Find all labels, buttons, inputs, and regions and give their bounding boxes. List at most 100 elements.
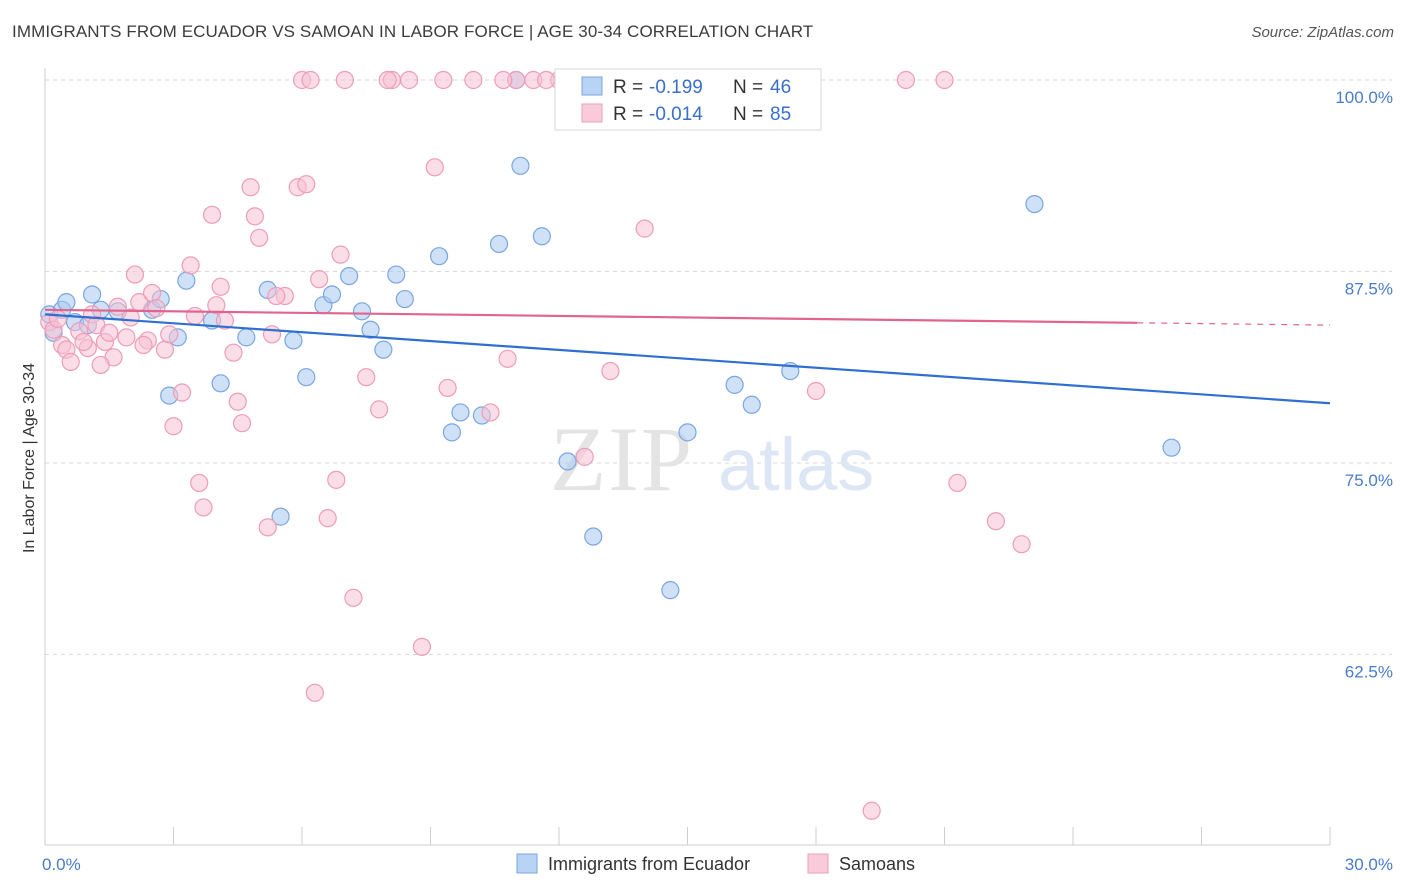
point-samoans-68 bbox=[986, 512, 1006, 531]
point-ecuador-30 bbox=[451, 403, 470, 422]
point-samoans-14 bbox=[125, 265, 145, 284]
x-tick-label-min: 0.0% bbox=[42, 855, 81, 874]
point-samoans-33 bbox=[241, 178, 260, 197]
point-samoans-67 bbox=[948, 473, 967, 493]
watermark: ZIP atlas bbox=[550, 408, 874, 510]
stats-legend-n-label-samoans: N = bbox=[733, 104, 763, 125]
y-tick-label-0: 100.0% bbox=[1335, 88, 1393, 107]
watermark-atlas: atlas bbox=[718, 423, 874, 506]
point-samoans-79 bbox=[91, 355, 110, 375]
point-samoans-25 bbox=[190, 473, 209, 493]
point-samoans-18 bbox=[147, 299, 166, 318]
point-samoans-56 bbox=[498, 349, 517, 368]
y-axis-label: In Labor Force | Age 30-34 bbox=[21, 363, 38, 553]
point-samoans-22 bbox=[172, 383, 192, 402]
stats-legend: R = -0.199 N = 46 R = -0.014 N = 85 bbox=[554, 68, 822, 131]
point-samoans-61 bbox=[601, 361, 620, 381]
point-ecuador-15 bbox=[237, 328, 256, 347]
point-samoans-34 bbox=[245, 207, 264, 226]
point-samoans-32 bbox=[232, 414, 252, 433]
point-samoans-80 bbox=[48, 309, 67, 329]
legend-swatch-samoans bbox=[807, 853, 829, 874]
point-samoans-65 bbox=[896, 70, 916, 90]
point-samoans-4 bbox=[61, 352, 80, 371]
point-ecuador-25 bbox=[374, 340, 393, 359]
point-ecuador-22 bbox=[340, 266, 359, 286]
y-tick-label-2: 75.0% bbox=[1345, 471, 1393, 490]
point-samoans-53 bbox=[438, 378, 457, 398]
point-ecuador-28 bbox=[429, 247, 449, 266]
point-samoans-20 bbox=[160, 325, 179, 344]
point-ecuador-23 bbox=[352, 302, 372, 321]
point-samoans-26 bbox=[194, 498, 213, 517]
point-samoans-77 bbox=[267, 286, 286, 306]
y-tick-label-3: 62.5% bbox=[1345, 663, 1393, 682]
point-samoans-73 bbox=[434, 70, 453, 90]
point-ecuador-27 bbox=[395, 289, 414, 309]
point-samoans-35 bbox=[250, 228, 269, 247]
point-samoans-44 bbox=[327, 470, 346, 489]
chart-title: IMMIGRANTS FROM ECUADOR VS SAMOAN IN LAB… bbox=[12, 22, 814, 41]
point-samoans-78 bbox=[301, 70, 320, 90]
point-ecuador-37 bbox=[584, 527, 603, 546]
point-samoans-63 bbox=[806, 381, 826, 401]
legend-label-ecuador: Immigrants from Ecuador bbox=[548, 854, 750, 874]
point-samoans-41 bbox=[305, 683, 324, 702]
point-samoans-17 bbox=[142, 283, 162, 303]
point-samoans-50 bbox=[399, 70, 419, 90]
point-samoans-24 bbox=[185, 306, 205, 326]
point-samoans-75 bbox=[537, 70, 556, 90]
legend-swatch-ecuador bbox=[516, 853, 538, 874]
point-samoans-51 bbox=[412, 637, 432, 656]
y-tick-labels: 100.0% 87.5% 75.0% 62.5% bbox=[1335, 88, 1393, 682]
point-samoans-40 bbox=[297, 175, 316, 194]
stats-legend-r-value-ecuador: -0.199 bbox=[649, 77, 703, 98]
point-ecuador-17 bbox=[271, 507, 290, 526]
point-samoans-71 bbox=[335, 70, 354, 90]
point-ecuador-34 bbox=[511, 156, 530, 175]
trend-line-samoans bbox=[44, 308, 1138, 324]
point-ecuador-26 bbox=[387, 265, 406, 284]
point-samoans-47 bbox=[357, 368, 376, 387]
point-samoans-55 bbox=[481, 403, 500, 422]
point-ecuador-44 bbox=[1162, 438, 1181, 457]
point-ecuador-14 bbox=[211, 374, 230, 393]
axes bbox=[44, 68, 1331, 846]
point-samoans-19 bbox=[155, 340, 175, 359]
point-samoans-74 bbox=[494, 70, 513, 90]
point-samoans-12 bbox=[117, 328, 136, 347]
point-ecuador-5 bbox=[83, 285, 102, 304]
trend-line-ecuador bbox=[44, 313, 1331, 405]
point-samoans-83 bbox=[134, 335, 153, 355]
point-ecuador-43 bbox=[1025, 194, 1044, 214]
trend-lines bbox=[44, 308, 1331, 405]
point-ecuador-36 bbox=[558, 452, 577, 471]
point-ecuador-39 bbox=[678, 423, 697, 442]
point-samoans-48 bbox=[370, 400, 389, 419]
point-ecuador-24 bbox=[361, 320, 380, 339]
point-samoans-43 bbox=[318, 509, 337, 528]
point-samoans-31 bbox=[224, 343, 243, 362]
point-samoans-72 bbox=[378, 70, 397, 90]
point-ecuador-18 bbox=[284, 331, 303, 350]
point-samoans-10 bbox=[100, 323, 119, 342]
y-tick-label-1: 87.5% bbox=[1345, 280, 1393, 299]
stats-legend-n-value-samoans: 85 bbox=[770, 104, 791, 125]
point-samoans-42 bbox=[310, 270, 329, 289]
stats-legend-r-label-samoans: R = bbox=[613, 104, 643, 125]
point-samoans-66 bbox=[935, 70, 954, 90]
stats-legend-r-value-samoans: -0.014 bbox=[649, 104, 703, 125]
point-ecuador-41 bbox=[742, 395, 761, 414]
stats-legend-swatch-samoans bbox=[581, 103, 603, 123]
x-tick-label-max: 30.0% bbox=[1345, 855, 1393, 874]
source-label: Source: ZipAtlas.com bbox=[1251, 24, 1394, 41]
point-ecuador-12 bbox=[177, 271, 196, 290]
point-samoans-54 bbox=[464, 70, 483, 90]
point-samoans-69 bbox=[1012, 535, 1031, 554]
point-ecuador-19 bbox=[297, 368, 316, 387]
point-samoans-46 bbox=[344, 588, 363, 607]
point-samoans-52 bbox=[425, 158, 444, 177]
point-ecuador-38 bbox=[661, 581, 680, 600]
series-legend: Immigrants from Ecuador Samoans bbox=[516, 853, 915, 874]
